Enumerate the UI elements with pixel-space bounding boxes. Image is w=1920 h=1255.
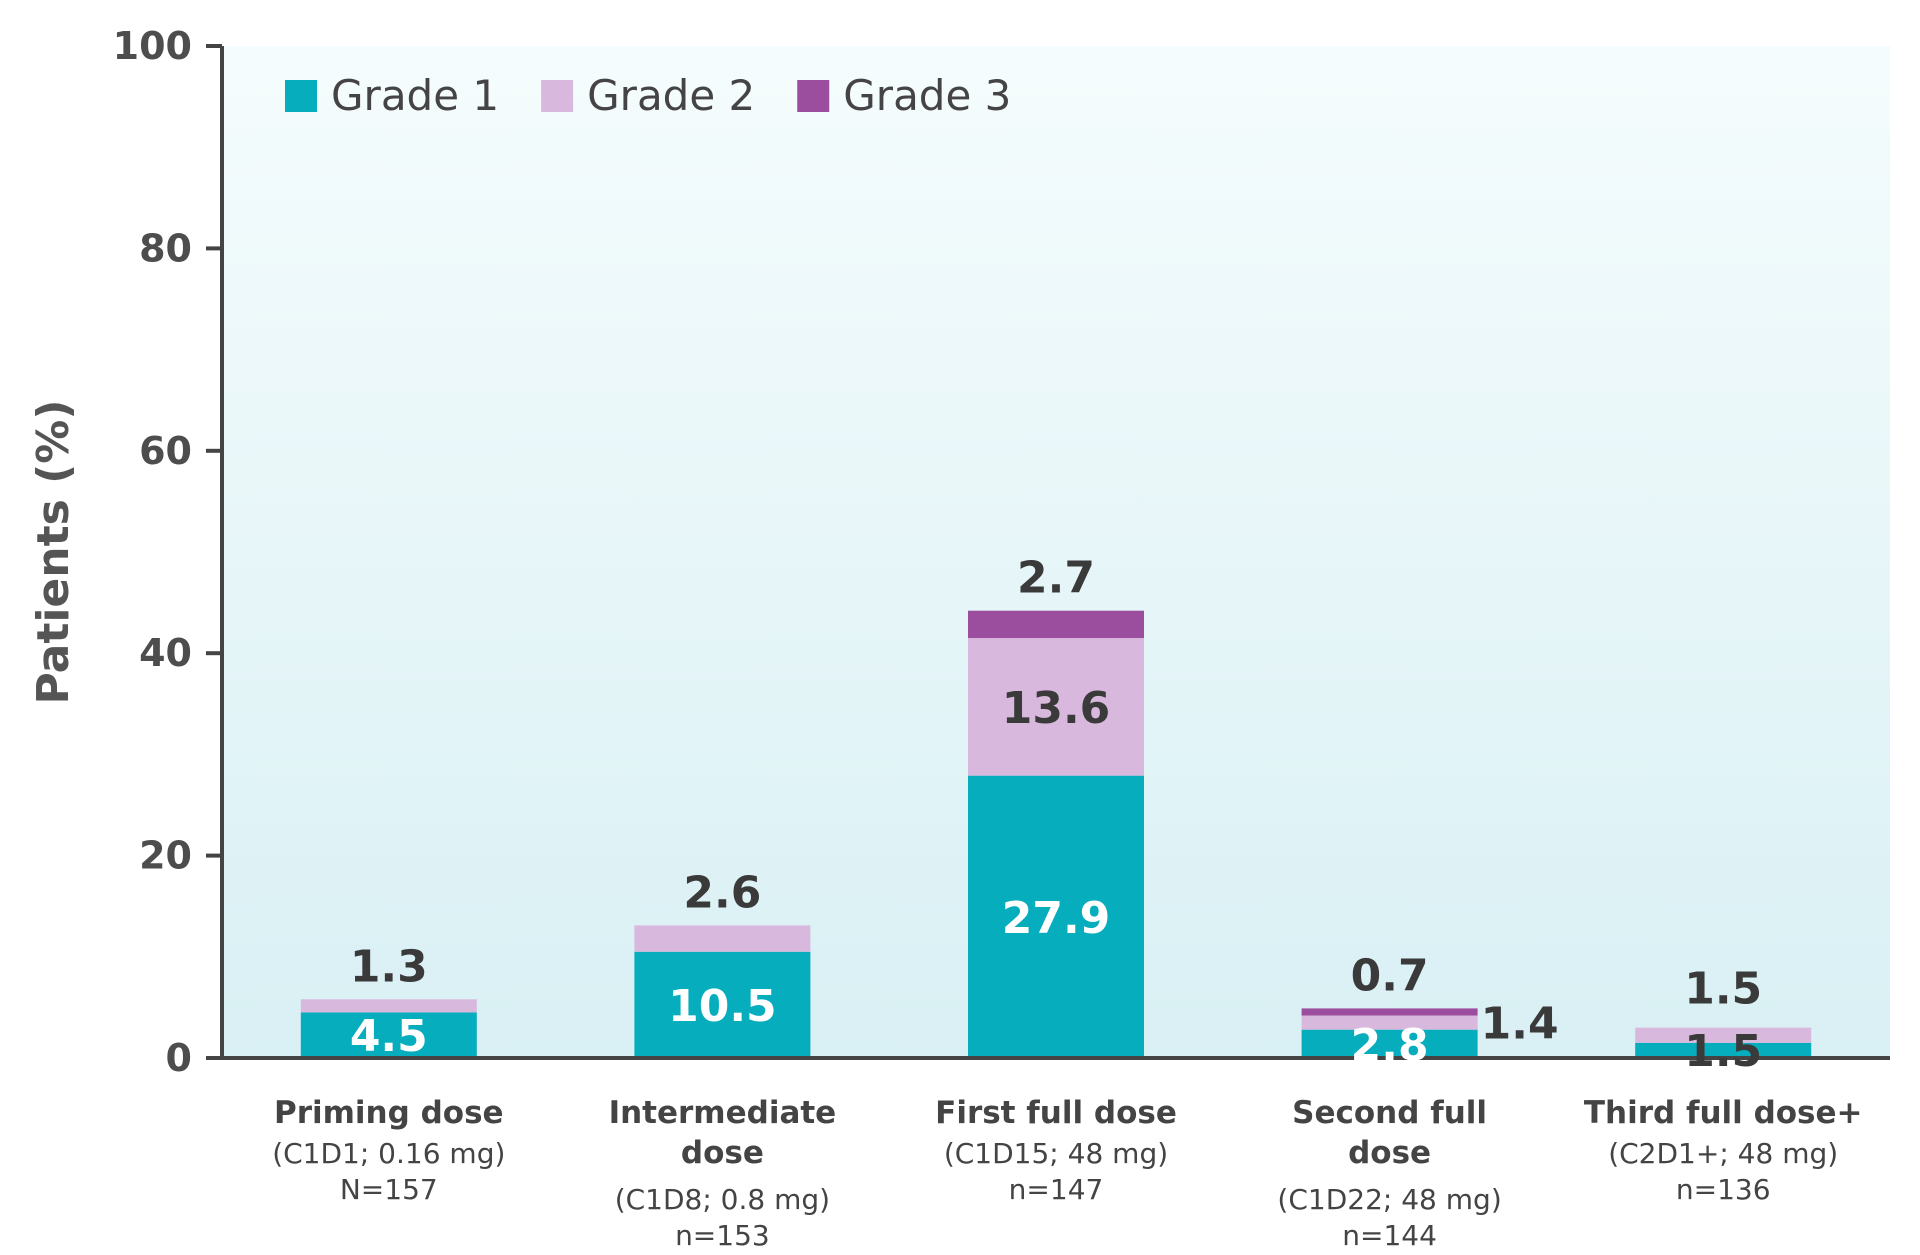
y-tick-label: 20 — [139, 834, 192, 878]
x-category-sublabel: n=153 — [675, 1219, 770, 1252]
data-label-grade-2: 1.4 — [1481, 999, 1559, 1050]
y-tick-label: 100 — [113, 24, 192, 68]
x-category-sublabel: (C1D22; 48 mg) — [1277, 1183, 1501, 1216]
x-category-sublabel: n=136 — [1676, 1173, 1771, 1206]
data-label-grade-3: 2.7 — [1017, 553, 1095, 604]
legend-swatch — [541, 80, 574, 112]
bar-segment-grade-1 — [300, 1012, 477, 1058]
x-category-label: Third full dose+ — [1584, 1095, 1863, 1131]
bar-segment-grade-1 — [968, 775, 1144, 1058]
bar-segment-grade-3 — [1301, 1008, 1478, 1016]
bar-segment-grade-1 — [1301, 1029, 1478, 1058]
data-label-grade-1: 1.5 — [1684, 1026, 1762, 1077]
y-axis-title: Patients (%) — [28, 400, 79, 705]
x-category-label: Second full — [1292, 1095, 1487, 1131]
bar-segment-grade-3 — [968, 610, 1144, 639]
x-category-label: Priming dose — [274, 1095, 504, 1131]
legend-label: Grade 2 — [587, 71, 755, 120]
data-label-grade-2: 2.6 — [683, 867, 761, 918]
x-category-label: First full dose — [935, 1095, 1177, 1131]
legend-label: Grade 3 — [843, 71, 1011, 120]
bar-segment-grade-2 — [634, 925, 811, 952]
y-tick-label: 60 — [139, 429, 192, 473]
x-category-label: dose — [1348, 1135, 1431, 1171]
legend-swatch — [797, 80, 830, 112]
data-label-grade-1: 10.5 — [668, 981, 777, 1032]
data-label-grade-2: 13.6 — [1002, 683, 1111, 734]
bar-segment-grade-1 — [634, 951, 811, 1058]
bar-segment-grade-2 — [1301, 1015, 1478, 1030]
x-category-sublabel: (C1D15; 48 mg) — [944, 1137, 1168, 1170]
x-category-label: dose — [681, 1135, 764, 1171]
bar-segment-grade-1 — [1635, 1042, 1812, 1058]
x-category-sublabel: (C1D8; 0.8 mg) — [615, 1183, 830, 1216]
bar-segment-grade-2 — [968, 638, 1144, 776]
bar-segment-grade-2 — [1635, 1027, 1812, 1043]
data-label-grade-1: 2.8 — [1351, 1020, 1429, 1071]
x-category-sublabel: (C1D1; 0.16 mg) — [272, 1137, 505, 1170]
data-label-grade-1: 4.5 — [350, 1011, 428, 1062]
bar-segment-grade-2 — [300, 999, 477, 1013]
data-label-grade-3: 0.7 — [1351, 950, 1429, 1001]
y-tick-label: 0 — [166, 1036, 192, 1080]
legend-swatch — [285, 80, 317, 112]
legend-label: Grade 1 — [331, 71, 499, 120]
x-category-label: Intermediate — [609, 1095, 837, 1131]
data-label-grade-2: 1.5 — [1684, 964, 1762, 1015]
x-category-sublabel: (C2D1+; 48 mg) — [1608, 1137, 1838, 1170]
y-tick-label: 40 — [139, 631, 192, 675]
x-category-sublabel: n=147 — [1009, 1173, 1104, 1206]
data-label-grade-2: 1.3 — [350, 941, 428, 992]
data-label-grade-1: 27.9 — [1002, 893, 1111, 944]
y-tick-label: 80 — [139, 226, 192, 270]
x-category-sublabel: n=144 — [1342, 1219, 1437, 1252]
x-category-sublabel: N=157 — [340, 1173, 438, 1206]
